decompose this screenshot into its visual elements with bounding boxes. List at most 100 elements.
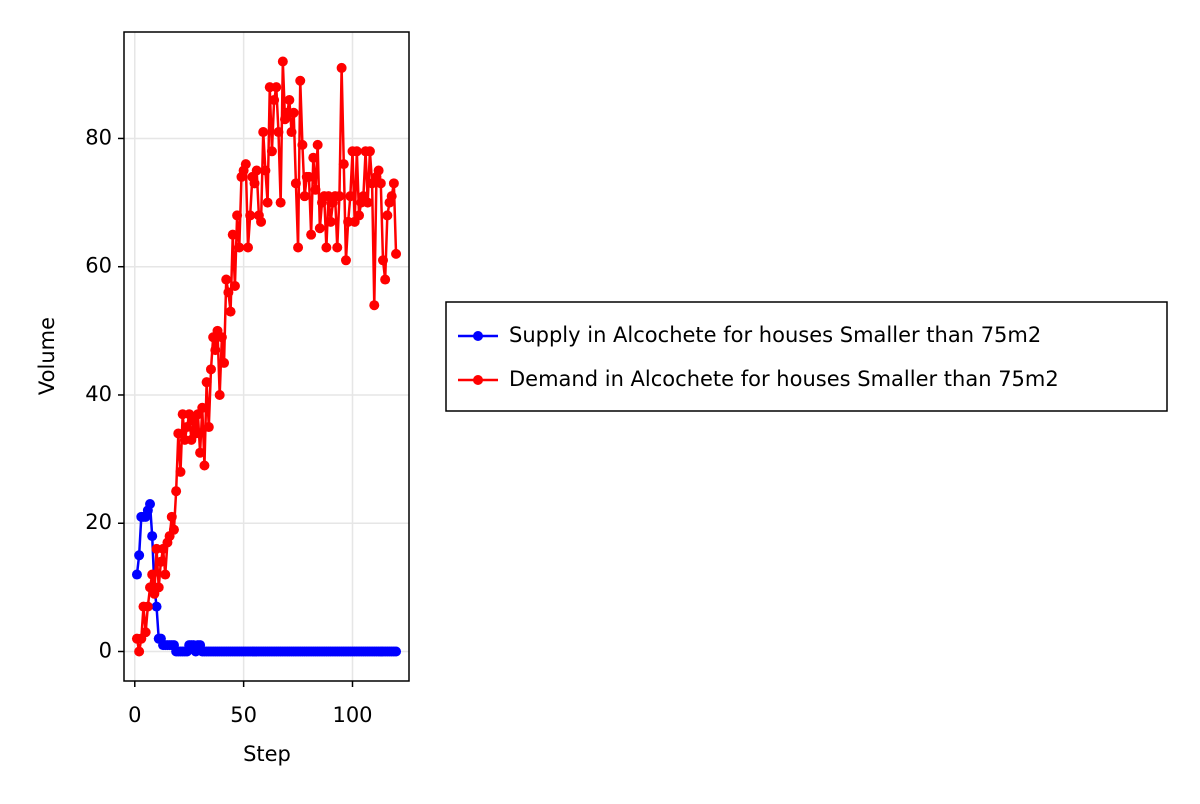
data-point xyxy=(210,345,221,356)
data-point xyxy=(160,569,171,580)
data-point xyxy=(293,242,304,253)
data-point xyxy=(134,550,145,561)
data-point xyxy=(219,357,230,368)
legend-label: Supply in Alcochete for houses Smaller t… xyxy=(509,323,1041,347)
x-tick-label: 50 xyxy=(230,703,257,727)
data-point xyxy=(373,165,384,176)
data-point xyxy=(190,428,201,439)
x-axis-label: Step xyxy=(243,742,291,766)
data-point xyxy=(325,216,336,227)
data-point xyxy=(166,511,177,522)
data-point xyxy=(153,582,164,593)
data-point xyxy=(260,165,271,176)
data-point xyxy=(155,556,166,567)
y-tick-label: 0 xyxy=(99,639,112,663)
data-point xyxy=(338,159,349,170)
data-point xyxy=(168,524,179,535)
data-point xyxy=(240,159,251,170)
data-point xyxy=(382,210,393,221)
data-point xyxy=(284,94,295,105)
data-point xyxy=(321,242,332,253)
data-point xyxy=(295,75,306,86)
legend-label: Demand in Alcochete for houses Smaller t… xyxy=(509,367,1059,391)
data-point xyxy=(277,56,288,67)
data-point xyxy=(288,107,299,118)
data-point xyxy=(386,191,397,202)
y-tick-label: 40 xyxy=(85,382,112,406)
data-point xyxy=(214,389,225,400)
data-point xyxy=(310,184,321,195)
y-tick-label: 60 xyxy=(85,254,112,278)
data-point xyxy=(227,229,238,240)
data-point xyxy=(312,139,323,150)
data-point xyxy=(145,499,156,509)
data-point xyxy=(249,178,260,189)
data-point xyxy=(216,332,227,343)
plot-frame xyxy=(123,31,410,682)
x-tick-label: 0 xyxy=(128,703,141,727)
data-point xyxy=(245,210,256,221)
data-point xyxy=(354,210,365,221)
data-point xyxy=(147,531,158,542)
y-tick-label: 20 xyxy=(85,510,112,534)
data-point xyxy=(391,248,402,259)
data-point xyxy=(134,646,145,657)
data-point xyxy=(262,197,273,208)
data-point xyxy=(256,216,267,227)
data-point xyxy=(269,94,280,105)
legend-box xyxy=(445,301,1168,412)
data-point xyxy=(290,178,301,189)
data-point xyxy=(197,402,208,413)
legend-marker xyxy=(473,331,483,341)
data-point xyxy=(345,191,356,202)
data-point xyxy=(175,466,186,477)
x-tick-label: 100 xyxy=(332,703,372,727)
legend-marker xyxy=(473,375,483,385)
series-line xyxy=(135,61,398,652)
data-point xyxy=(380,274,391,285)
data-point xyxy=(332,242,343,253)
data-point xyxy=(203,422,214,433)
data-point xyxy=(306,229,317,240)
data-point xyxy=(199,460,210,471)
data-point xyxy=(171,486,182,497)
data-point xyxy=(377,255,388,266)
data-point xyxy=(242,242,253,253)
data-point xyxy=(223,287,234,298)
data-point xyxy=(273,127,284,138)
data-point xyxy=(251,165,262,176)
data-point xyxy=(362,197,373,208)
data-point xyxy=(234,242,245,253)
data-point xyxy=(364,146,375,157)
data-point xyxy=(336,62,347,73)
data-point xyxy=(375,178,386,189)
data-point xyxy=(232,210,243,221)
data-point xyxy=(201,377,212,388)
data-point xyxy=(225,306,236,317)
data-point xyxy=(205,364,216,375)
data-point xyxy=(340,255,351,266)
data-point xyxy=(140,627,151,638)
data-point xyxy=(286,127,297,138)
data-point xyxy=(308,152,319,163)
data-point xyxy=(229,280,240,291)
data-point xyxy=(303,171,314,182)
data-point xyxy=(388,178,399,189)
data-point xyxy=(221,274,232,285)
data-point xyxy=(131,569,142,580)
data-point xyxy=(271,82,282,93)
y-axis-label: Volume xyxy=(35,317,59,395)
data-point xyxy=(391,646,402,657)
data-point xyxy=(275,197,286,208)
data-point xyxy=(351,146,362,157)
data-point xyxy=(142,601,153,612)
data-point xyxy=(173,428,184,439)
data-point xyxy=(369,300,380,311)
data-point xyxy=(266,146,277,157)
data-point xyxy=(182,422,193,433)
data-point xyxy=(299,191,310,202)
data-point xyxy=(334,191,345,202)
y-tick-label: 80 xyxy=(85,125,112,149)
